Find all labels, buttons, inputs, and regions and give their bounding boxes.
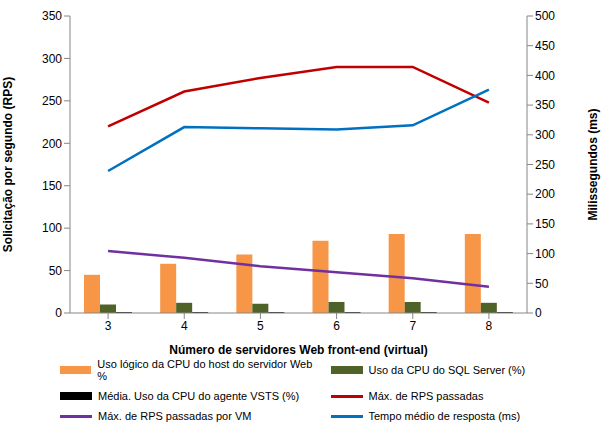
svg-text:400: 400 [535, 69, 555, 83]
svg-text:8: 8 [486, 319, 493, 333]
svg-text:300: 300 [535, 128, 555, 142]
svg-text:Milissegundos (ms): Milissegundos (ms) [586, 108, 593, 220]
svg-text:200: 200 [42, 137, 62, 151]
svg-text:5: 5 [257, 319, 264, 333]
svg-text:350: 350 [42, 9, 62, 23]
svg-text:250: 250 [42, 94, 62, 108]
svg-text:500: 500 [535, 9, 555, 23]
svg-text:50: 50 [535, 277, 549, 291]
svg-text:450: 450 [535, 39, 555, 53]
html-text:Tempo médio de resposta (ms): Tempo médio de resposta (ms) [368, 410, 521, 422]
html-text:Máx. de RPS passadas por VM: Máx. de RPS passadas por VM [98, 410, 252, 422]
html-text:Média. Uso da CPU do agente VS: Média. Uso da CPU do agente VSTS (%) [98, 390, 300, 402]
svg-text:250: 250 [535, 158, 555, 172]
svg-text:50: 50 [49, 264, 63, 278]
svg-text:Número de servidores Web front: Número de servidores Web front-end (virt… [169, 343, 428, 357]
svg-text:0: 0 [55, 306, 62, 320]
svg-text:0: 0 [535, 306, 542, 320]
svg-text:Solicitação por segundo (RPS): Solicitação por segundo (RPS) [8, 77, 15, 252]
svg-text:300: 300 [42, 52, 62, 66]
svg-text:6: 6 [333, 319, 340, 333]
svg-text:150: 150 [42, 179, 62, 193]
svg-text:100: 100 [42, 221, 62, 235]
svg-text:150: 150 [535, 217, 555, 231]
svg-text:7: 7 [409, 319, 416, 333]
html-text:Máx. de RPS passadas: Máx. de RPS passadas [368, 390, 484, 402]
svg-text:200: 200 [535, 187, 555, 201]
svg-text:100: 100 [535, 247, 555, 261]
svg-text:4: 4 [181, 319, 188, 333]
svg-text:3: 3 [105, 319, 112, 333]
html-text:Uso lógico da CPU do host do s: Uso lógico da CPU do host do servidor We… [97, 358, 313, 382]
html-text:Uso da CPU do SQL Server (%): Uso da CPU do SQL Server (%) [368, 364, 526, 376]
svg-text:350: 350 [535, 98, 555, 112]
